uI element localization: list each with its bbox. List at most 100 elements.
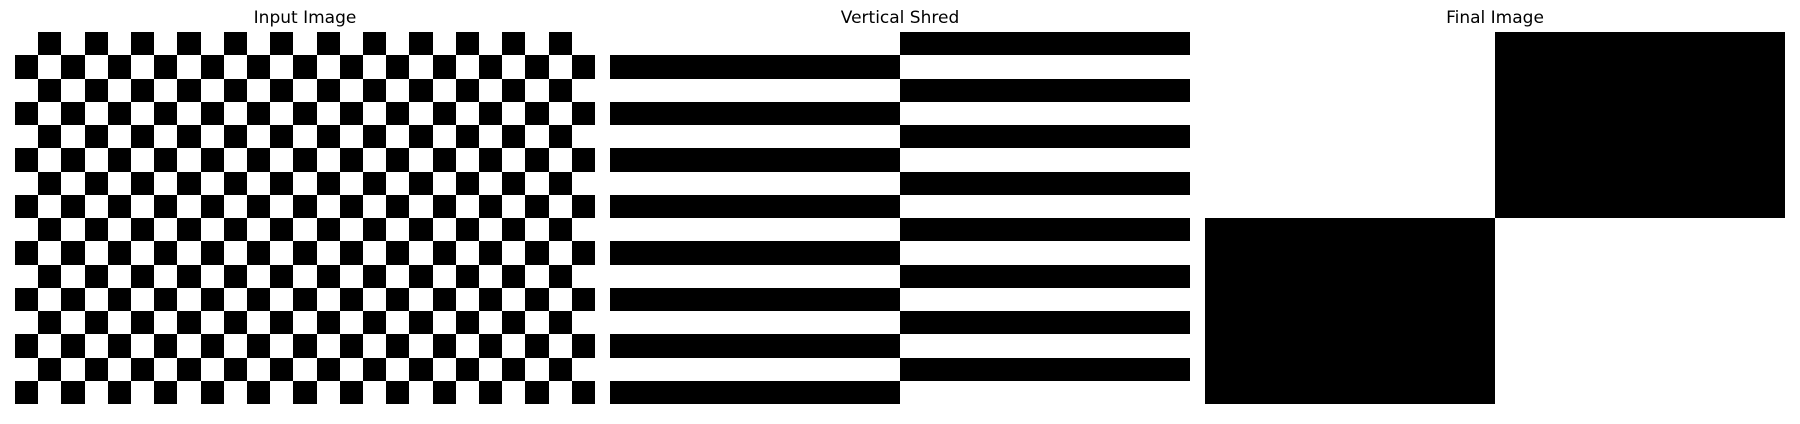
checker-cell <box>177 218 201 241</box>
checker-cell <box>386 241 409 265</box>
checker-cell <box>293 288 317 311</box>
stripe-cell <box>900 172 1190 195</box>
checker-cell <box>201 148 224 172</box>
checker-cell <box>502 358 525 381</box>
final-image-checkerboard <box>1205 32 1785 404</box>
checker-cell <box>386 381 409 404</box>
checker-cell <box>363 32 386 55</box>
checker-cell <box>270 265 293 288</box>
checker-cell <box>572 334 595 358</box>
checker-cell <box>38 79 61 102</box>
checker-cell <box>177 79 201 102</box>
checker-cell <box>433 288 456 311</box>
checker-cell <box>386 195 409 218</box>
checker-cell <box>108 148 131 172</box>
checker-cell <box>409 311 433 334</box>
checker-cell <box>363 311 386 334</box>
checker-cell <box>456 311 479 334</box>
checker-cell <box>15 55 38 79</box>
checker-cell <box>386 55 409 79</box>
checker-cell <box>38 265 61 288</box>
checker-cell <box>317 32 340 55</box>
checker-cell <box>572 148 595 172</box>
checker-cell <box>433 55 456 79</box>
checker-cell <box>293 334 317 358</box>
vertical-shred-stripes <box>610 32 1190 404</box>
checker-cell <box>502 172 525 195</box>
checker-cell <box>386 288 409 311</box>
checker-cell <box>61 334 85 358</box>
checker-cell <box>409 79 433 102</box>
checker-cell <box>456 32 479 55</box>
checker-cell <box>201 288 224 311</box>
checker-cell <box>154 148 177 172</box>
checker-cell <box>224 311 247 334</box>
checker-cell <box>456 79 479 102</box>
checker-cell <box>502 32 525 55</box>
checker-cell <box>479 241 502 265</box>
stripe-cell <box>610 148 900 172</box>
input-image-checkerboard <box>15 32 595 404</box>
checker-cell <box>340 102 363 125</box>
stripe-cell <box>610 55 900 79</box>
checker-cell <box>85 125 108 148</box>
checker-cell <box>363 358 386 381</box>
checker-cell <box>479 288 502 311</box>
checker-cell <box>108 55 131 79</box>
checker-cell <box>363 125 386 148</box>
checker-cell <box>38 125 61 148</box>
checker-cell <box>340 148 363 172</box>
checker-cell <box>177 311 201 334</box>
checker-cell <box>386 334 409 358</box>
checker-cell <box>247 102 270 125</box>
checker-cell <box>479 148 502 172</box>
checker-cell <box>317 265 340 288</box>
checker-cell <box>177 172 201 195</box>
checker-cell <box>456 265 479 288</box>
final-image-panel: Final Image <box>1205 0 1785 424</box>
checker-cell <box>525 148 549 172</box>
checker-cell <box>108 241 131 265</box>
checker-cell <box>293 195 317 218</box>
checker-cell <box>502 125 525 148</box>
checker-cell <box>363 218 386 241</box>
checker-cell <box>293 148 317 172</box>
checker-cell <box>85 358 108 381</box>
checker-cell <box>270 311 293 334</box>
checker-cell <box>409 358 433 381</box>
checker-cell <box>177 125 201 148</box>
checker-cell <box>131 79 154 102</box>
checker-cell <box>270 172 293 195</box>
checker-cell <box>108 288 131 311</box>
stripe-cell <box>610 288 900 311</box>
checker-cell <box>1495 32 1785 218</box>
checker-cell <box>340 288 363 311</box>
checker-cell <box>154 241 177 265</box>
checker-cell <box>201 381 224 404</box>
checker-cell <box>131 32 154 55</box>
checker-cell <box>363 79 386 102</box>
stripe-cell <box>610 334 900 358</box>
checker-cell <box>572 102 595 125</box>
checker-cell <box>317 311 340 334</box>
input-image-panel: Input Image <box>15 0 595 424</box>
checker-cell <box>525 381 549 404</box>
checker-cell <box>154 288 177 311</box>
checker-cell <box>549 311 572 334</box>
checker-cell <box>317 358 340 381</box>
checker-cell <box>15 148 38 172</box>
checker-cell <box>456 172 479 195</box>
checker-cell <box>340 381 363 404</box>
checker-cell <box>270 79 293 102</box>
checker-cell <box>456 218 479 241</box>
checker-cell <box>108 102 131 125</box>
checker-cell <box>386 102 409 125</box>
checker-cell <box>549 79 572 102</box>
checker-cell <box>224 125 247 148</box>
checker-cell <box>131 265 154 288</box>
stripe-cell <box>900 358 1190 381</box>
checker-cell <box>224 172 247 195</box>
checker-cell <box>340 55 363 79</box>
checker-cell <box>456 125 479 148</box>
checker-cell <box>108 381 131 404</box>
